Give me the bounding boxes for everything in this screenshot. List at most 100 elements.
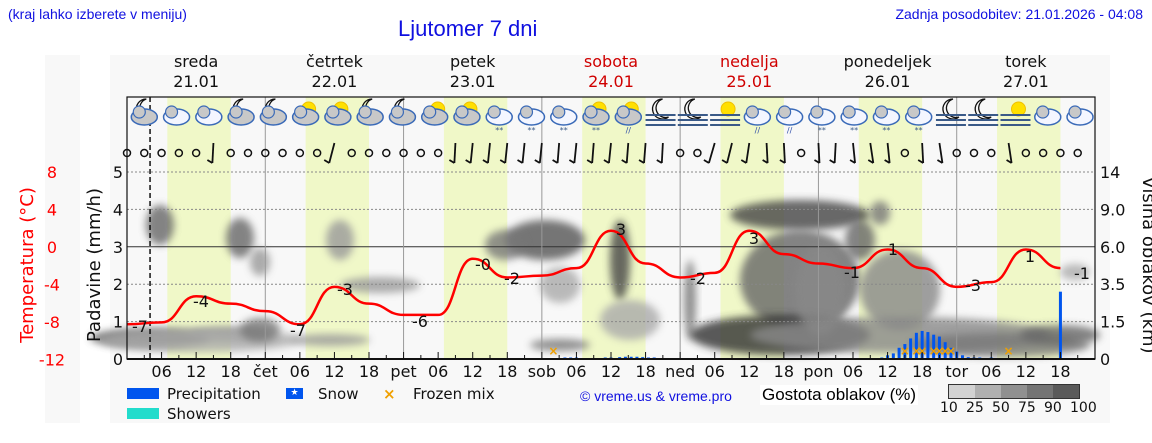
- wind-calm-icon: [1056, 148, 1065, 158]
- precip-bar: [920, 330, 924, 359]
- x-tick-label: 12: [186, 362, 206, 381]
- precip-bar: [629, 356, 633, 359]
- svg-text:0: 0: [47, 238, 57, 257]
- wind-barb-icon: [726, 142, 733, 164]
- legend-precipitation: Precipitation: [167, 385, 261, 403]
- precip-bar: [1058, 291, 1062, 359]
- precip-bar: [949, 347, 953, 359]
- wind-calm-icon: [382, 148, 391, 158]
- x-tick-label: 12: [739, 362, 759, 381]
- x-tick-label: tor: [945, 362, 968, 381]
- day-name: petek: [450, 52, 496, 71]
- svg-text:1: 1: [113, 313, 123, 332]
- x-tick-label: pet: [390, 362, 416, 381]
- copyright-link[interactable]: © vreme.us & vreme.pro: [580, 388, 732, 404]
- moon-fog-icon: [935, 98, 966, 126]
- x-tick-label: 06: [981, 362, 1001, 381]
- moon-cloud-icon: [227, 98, 255, 126]
- day-date: 22.01: [311, 72, 358, 91]
- svg-text:3: 3: [113, 238, 123, 257]
- svg-text:9.0: 9.0: [1100, 200, 1125, 219]
- wind-calm-icon: [796, 148, 806, 158]
- day-name: sreda: [173, 52, 219, 71]
- wind-calm-icon: [1038, 148, 1048, 158]
- cloud-icon: [1034, 105, 1062, 126]
- wind-calm-icon: [226, 148, 235, 158]
- day-name: sobota: [583, 52, 639, 71]
- x-tick-label: 06: [705, 362, 725, 381]
- x-tick-label: ned: [665, 362, 695, 381]
- cloud-density-tick: 75: [1018, 400, 1036, 416]
- svg-text:×: ×: [929, 344, 939, 358]
- sun-fog-icon: [1000, 101, 1031, 126]
- moon-fog-icon: [645, 98, 676, 126]
- temperature-axis-label: Temperatura (°C): [17, 187, 38, 344]
- wind-barb-icon: [538, 142, 543, 164]
- svg-text:×: ×: [1004, 344, 1014, 358]
- wind-barb-icon: [211, 142, 215, 164]
- wind-calm-icon: [347, 148, 356, 158]
- svg-text:5: 5: [113, 163, 123, 182]
- cloud-density-label: Gostota oblakov (%): [760, 385, 919, 405]
- wind-calm-icon: [364, 148, 374, 158]
- wind-calm-icon: [1021, 148, 1031, 158]
- cloud-snow-icon: **: [517, 105, 546, 135]
- wind-calm-icon: [140, 148, 149, 158]
- wind-calm-icon: [1073, 148, 1082, 158]
- svg-text:1.5: 1.5: [1100, 313, 1125, 332]
- wind-calm-icon: [157, 148, 166, 158]
- svg-text://: //: [626, 126, 632, 135]
- x-tick-label: 18: [221, 362, 241, 381]
- wind-calm-icon: [416, 148, 426, 158]
- x-tick-label: 18: [497, 362, 517, 381]
- x-tick-label: 06: [151, 362, 171, 381]
- precip-bar: [960, 355, 964, 359]
- wind-calm-icon: [399, 148, 408, 158]
- temperature-axis-panel: [45, 55, 80, 423]
- svg-text:3.5: 3.5: [1100, 275, 1125, 294]
- x-tick-label: 18: [359, 362, 379, 381]
- frozen-mix-icon: ×: [383, 385, 396, 403]
- temperature-value-label: -3: [965, 276, 981, 295]
- moon-cloud-icon: [388, 98, 417, 126]
- wind-calm-icon: [675, 148, 685, 158]
- x-tick-label: 12: [463, 362, 483, 381]
- wind-calm-icon: [312, 148, 322, 158]
- wind-barb-icon: [504, 142, 509, 164]
- day-date: 23.01: [449, 72, 496, 91]
- x-tick-label: 12: [877, 362, 897, 381]
- wind-calm-icon: [969, 148, 979, 158]
- precip-bar: [635, 356, 639, 359]
- day-header: ponedeljek 26.01: [818, 52, 958, 92]
- svg-text:**: **: [915, 126, 923, 135]
- wind-barb-icon: [521, 142, 526, 164]
- cloud-snow-icon: **: [904, 105, 933, 135]
- wind-calm-icon: [243, 148, 253, 158]
- wind-barb-icon: [453, 142, 457, 164]
- x-tick-label: pon: [803, 362, 833, 381]
- moon-cloud-icon: [259, 98, 288, 126]
- x-tick-label: 12: [324, 362, 344, 381]
- cloud-density-tick: 25: [966, 400, 984, 416]
- temperature-value-label: 1: [1025, 247, 1035, 266]
- cloud-snow-icon: **: [872, 105, 901, 135]
- temperature-value-label: -0: [475, 255, 491, 274]
- wind-barb-icon: [487, 142, 491, 164]
- sun-cloud-icon: [324, 101, 352, 126]
- x-tick-label: čet: [253, 362, 278, 381]
- wind-calm-icon: [295, 148, 305, 158]
- cloud-density-tick: 100: [1070, 400, 1097, 416]
- svg-text:**: **: [850, 126, 858, 135]
- svg-text://: //: [755, 126, 761, 135]
- wind-barb-icon: [556, 142, 561, 164]
- wind-barb-icon: [625, 142, 630, 164]
- wind-barb-icon: [643, 142, 647, 164]
- day-date: 26.01: [864, 72, 911, 91]
- svg-text:**: **: [882, 126, 890, 135]
- sun-cloud-icon: [453, 101, 481, 126]
- wind-barb-icon: [708, 142, 716, 164]
- day-date: 27.01: [1002, 72, 1049, 91]
- svg-text:×: ×: [934, 344, 944, 358]
- cloud-density-tick: 10: [940, 400, 958, 416]
- day-name: četrtek: [305, 52, 363, 71]
